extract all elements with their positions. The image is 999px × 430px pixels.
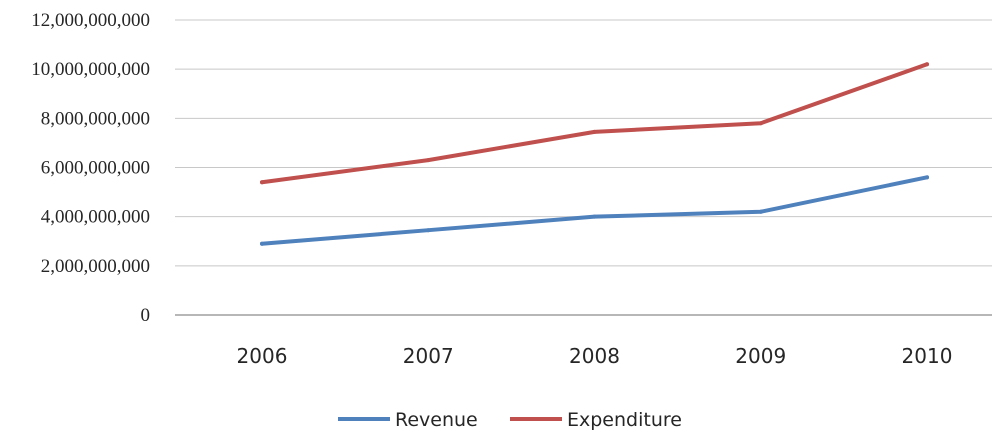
x-tick-label: 2007 [403, 344, 454, 368]
series-lines [260, 62, 929, 246]
data-point-expenditure [758, 121, 763, 126]
x-tick-label: 2006 [237, 344, 288, 368]
data-point-revenue [426, 228, 431, 233]
data-point-expenditure [592, 129, 597, 134]
x-tick-label: 2008 [569, 344, 620, 368]
data-point-revenue [925, 175, 929, 180]
x-tick-label: 2010 [902, 344, 953, 368]
data-point-expenditure [260, 180, 264, 185]
y-tick-label: 12,000,000,000 [31, 10, 150, 31]
x-tick-label: 2009 [735, 344, 786, 368]
data-point-expenditure [925, 62, 929, 67]
y-tick-label: 0 [141, 305, 151, 326]
legend-label-expenditure: Expenditure [567, 409, 682, 430]
series-line-revenue [260, 175, 929, 246]
y-tick-label: 2,000,000,000 [41, 256, 150, 277]
data-point-expenditure [426, 158, 431, 163]
data-point-revenue [260, 241, 264, 246]
series-line-expenditure [260, 62, 929, 185]
x-axis: 2006 2007 2008 2009 2010 [237, 344, 953, 368]
gridlines [175, 19, 992, 316]
data-point-revenue [758, 209, 763, 214]
legend-label-revenue: Revenue [395, 409, 478, 430]
y-tick-label: 10,000,000,000 [31, 59, 150, 80]
y-tick-label: 8,000,000,000 [41, 108, 150, 129]
y-axis: 0 2,000,000,000 4,000,000,000 6,000,000,000… [31, 10, 150, 326]
data-point-revenue [592, 214, 597, 219]
y-tick-label: 4,000,000,000 [41, 207, 150, 228]
y-tick-label: 6,000,000,000 [41, 158, 150, 179]
legend: Revenue Expenditure [338, 409, 682, 430]
